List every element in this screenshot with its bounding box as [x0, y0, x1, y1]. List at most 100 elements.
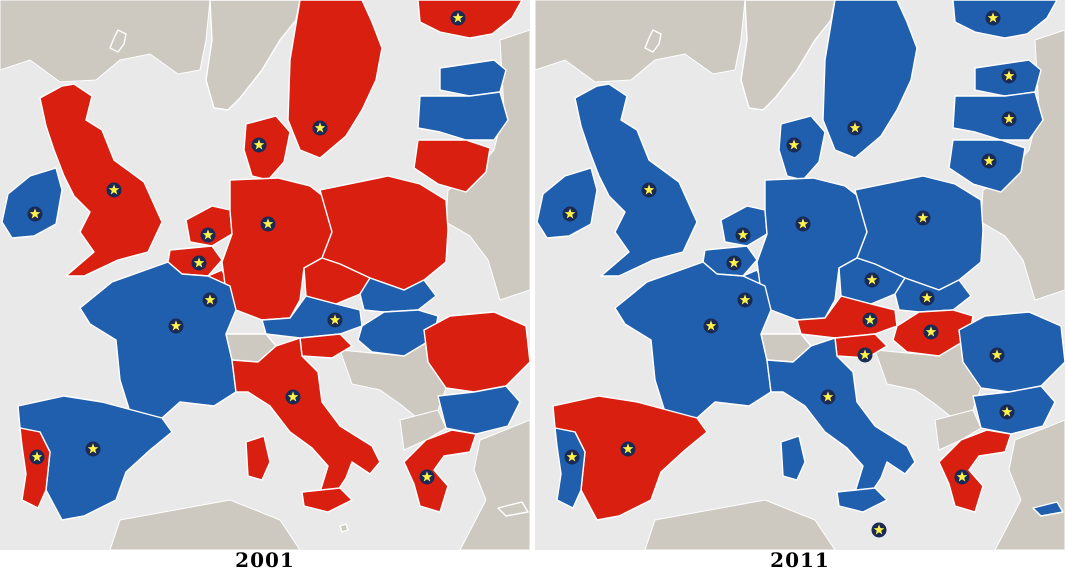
star-icon	[314, 122, 326, 133]
star-icon	[983, 155, 995, 166]
country-austria	[796, 295, 898, 339]
star-icon	[108, 184, 120, 195]
star-marker-austria	[862, 312, 878, 328]
country-italy	[766, 337, 916, 503]
star-marker-greece	[419, 469, 435, 485]
star-marker-finland	[985, 10, 1001, 26]
star-icon	[29, 208, 41, 219]
star-icon	[204, 294, 216, 305]
star-marker-lithuania	[981, 153, 997, 169]
star-marker-italy	[285, 389, 301, 405]
country-uk	[574, 83, 698, 277]
country-sweden	[822, 0, 918, 159]
star-marker-sweden	[312, 120, 328, 136]
star-marker-luxembourg	[202, 292, 218, 308]
country-ireland	[536, 167, 598, 239]
country-germany	[221, 177, 333, 321]
star-icon	[797, 218, 809, 229]
star-marker-czech	[864, 272, 880, 288]
year-label-2001: 2001	[235, 548, 295, 572]
star-icon	[566, 451, 578, 462]
star-icon	[193, 257, 205, 268]
country-lithuania	[413, 139, 491, 193]
country-iceland	[109, 29, 127, 53]
star-marker-slovenia	[857, 347, 873, 363]
star-marker-portugal	[29, 449, 45, 465]
star-marker-germany	[795, 216, 811, 232]
star-marker-germany	[260, 216, 276, 232]
star-icon	[822, 391, 834, 402]
star-icon	[917, 212, 929, 223]
non-eu-land-0	[535, 0, 746, 83]
star-icon	[564, 208, 576, 219]
star-marker-romania	[989, 347, 1005, 363]
star-icon	[622, 443, 634, 454]
non-eu-land-1	[980, 29, 1065, 301]
country-finland	[952, 0, 1058, 39]
country-ireland	[1, 167, 63, 239]
country-latvia	[952, 91, 1044, 141]
non-eu-land-3	[934, 409, 982, 451]
star-icon	[202, 229, 214, 240]
star-marker-greece	[954, 469, 970, 485]
star-marker-uk	[106, 182, 122, 198]
star-marker-portugal	[564, 449, 580, 465]
country-greece	[403, 429, 477, 513]
star-marker-luxembourg	[737, 292, 753, 308]
star-icon	[1003, 113, 1015, 124]
non-eu-land-1	[445, 29, 530, 301]
star-icon	[956, 471, 968, 482]
star-icon	[864, 314, 876, 325]
country-sicily	[301, 487, 353, 513]
star-marker-austria	[327, 312, 343, 328]
star-marker-spain	[85, 441, 101, 457]
star-marker-spain	[620, 441, 636, 457]
country-bulgaria	[437, 385, 521, 435]
star-icon	[866, 274, 878, 285]
star-icon	[253, 139, 265, 150]
star-icon	[921, 292, 933, 303]
map-svg	[535, 0, 1065, 550]
star-marker-estonia	[1001, 68, 1017, 84]
star-icon	[925, 326, 937, 337]
star-marker-uk	[641, 182, 657, 198]
country-cyprus	[1032, 501, 1064, 517]
country-germany	[756, 177, 868, 321]
star-icon	[849, 122, 861, 133]
star-icon	[705, 320, 717, 331]
star-icon	[737, 229, 749, 240]
star-icon	[788, 139, 800, 150]
star-icon	[170, 320, 182, 331]
star-marker-poland	[915, 210, 931, 226]
country-greece	[938, 429, 1012, 513]
non-eu-land-5	[109, 499, 301, 550]
country-latvia	[417, 91, 509, 141]
star-icon	[728, 257, 740, 268]
star-icon	[987, 12, 999, 23]
star-icon	[31, 451, 43, 462]
star-icon	[643, 184, 655, 195]
non-eu-land-3	[399, 409, 447, 451]
country-sweden	[287, 0, 383, 159]
star-marker-netherlands	[200, 227, 216, 243]
star-marker-italy	[820, 389, 836, 405]
star-icon	[262, 218, 274, 229]
star-marker-slovakia	[919, 290, 935, 306]
country-sardinia	[780, 435, 806, 481]
country-sardinia	[245, 435, 271, 481]
country-romania	[958, 311, 1065, 393]
country-sicily	[836, 487, 888, 513]
star-marker-sweden	[847, 120, 863, 136]
star-icon	[1001, 406, 1013, 417]
star-icon	[287, 391, 299, 402]
star-icon	[329, 314, 341, 325]
country-austria	[261, 295, 363, 339]
star-icon	[452, 12, 464, 23]
country-iceland	[644, 29, 662, 53]
star-marker-denmark	[786, 137, 802, 153]
non-eu-land-4	[459, 419, 530, 550]
country-uk	[39, 83, 163, 277]
star-marker-finland	[450, 10, 466, 26]
star-icon	[739, 294, 751, 305]
star-icon	[421, 471, 433, 482]
